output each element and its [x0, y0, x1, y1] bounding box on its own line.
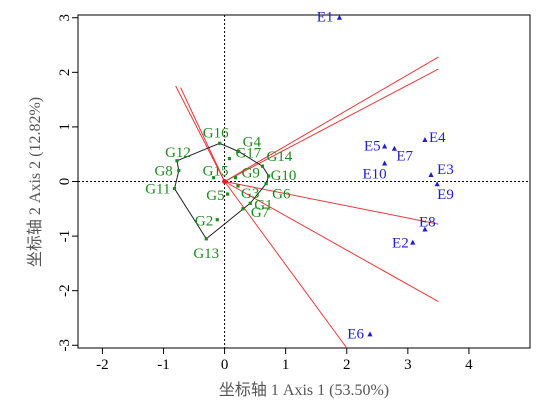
genotype-label-g13: G13 [193, 246, 219, 262]
sector-ray [224, 181, 439, 303]
sector-ray [180, 87, 226, 182]
genotype-point-g15 [212, 176, 216, 180]
environment-label-e4: E4 [429, 130, 446, 146]
genotype-point-g4 [237, 149, 241, 154]
genotype-label-g3: G3 [241, 186, 259, 202]
sector-ray [224, 68, 439, 182]
environment-label-e10: E10 [362, 166, 386, 182]
y-tick-label: 0 [57, 178, 73, 186]
genotype-point-g12 [175, 159, 179, 163]
genotype-label-g4: G4 [243, 134, 262, 150]
genotype-point-g7 [241, 207, 245, 211]
x-tick-label: -2 [96, 357, 109, 373]
y-tick-label: -2 [57, 284, 73, 297]
x-tick-label: 0 [221, 357, 229, 373]
genotype-label-g8: G8 [154, 164, 172, 180]
y-tick-label: -3 [57, 339, 73, 352]
sector-ray [224, 181, 439, 225]
genotype-point-g17 [227, 156, 232, 161]
genotype-point-g13 [204, 237, 208, 241]
sector-ray [224, 56, 439, 182]
sector-ray [175, 85, 226, 182]
y-tick-label: 2 [57, 69, 73, 77]
environment-point-e2 [410, 239, 416, 245]
x-tick-label: 3 [404, 357, 412, 373]
x-tick-label: 1 [282, 357, 290, 373]
genotype-point-g6 [264, 182, 268, 186]
x-tick-label: -1 [157, 357, 170, 373]
genotype-point-g9 [233, 176, 238, 180]
sector-ray [224, 181, 348, 349]
genotype-label-g11: G11 [145, 182, 170, 198]
environment-label-e2: E2 [392, 236, 409, 252]
environment-label-e8: E8 [419, 215, 436, 231]
genotype-point-g5 [226, 192, 230, 196]
genotype-point-g1 [248, 201, 252, 205]
genotype-label-g2: G2 [195, 214, 213, 230]
genotype-label-g15: G15 [203, 164, 229, 180]
origin-marker [222, 179, 227, 184]
environment-point-e7 [391, 145, 397, 151]
genotype-point-g8 [177, 168, 181, 173]
genotype-label-g10: G10 [271, 168, 297, 184]
environment-point-e9 [434, 181, 440, 187]
genotype-point-g10 [266, 174, 271, 178]
y-axis-ticks: -3 -2 -1 0 1 2 3 [57, 14, 78, 352]
environment-label-e1: E1 [317, 10, 334, 26]
x-tick-label: 4 [465, 357, 473, 373]
x-axis-title: 坐标轴 1 Axis 1 (53.50%) [219, 381, 389, 399]
x-tick-label: 2 [343, 357, 351, 373]
environment-label-e9: E9 [437, 187, 454, 203]
environment-label-e3: E3 [437, 162, 454, 178]
environment-point-e8 [422, 226, 428, 232]
environment-label-e7: E7 [396, 149, 413, 165]
genotype-label-g7: G7 [251, 205, 270, 221]
genotype-label-g17: G17 [235, 146, 261, 162]
environment-point-e4 [422, 137, 428, 143]
x-axis-ticks: -2 -1 0 1 2 3 4 [96, 348, 473, 373]
genotype-point-g2 [215, 218, 219, 222]
genotype-point-g11 [172, 186, 177, 191]
environment-label-e6: E6 [347, 326, 364, 342]
y-tick-label: 1 [57, 123, 73, 131]
genotype-label-g16: G16 [203, 125, 229, 141]
reference-lines [78, 15, 530, 348]
y-axis-title: 坐标轴 2 Axis 2 (12.82%) [26, 97, 44, 267]
environment-label-e5: E5 [364, 139, 381, 155]
genotype-label-g5: G5 [206, 188, 224, 204]
environment-point-e10 [382, 160, 388, 166]
genotype-point-g16 [218, 141, 222, 145]
environment-point-e3 [428, 171, 434, 177]
sector-rays [175, 56, 439, 349]
y-tick-label: -1 [57, 230, 73, 243]
genotype-label-g6: G6 [272, 187, 291, 203]
genotype-label-g12: G12 [165, 145, 191, 161]
genotype-point-g14 [260, 164, 265, 168]
environment-point-e1 [336, 14, 343, 20]
genotype-label-g9: G9 [242, 166, 260, 182]
environment-point-e5 [382, 143, 388, 149]
genotype-label-g1: G1 [254, 197, 272, 213]
genotype-label-g14: G14 [266, 149, 292, 165]
y-tick-label: 3 [57, 14, 73, 22]
environment-point-e6 [367, 331, 373, 337]
genotype-point-g3 [236, 184, 240, 188]
